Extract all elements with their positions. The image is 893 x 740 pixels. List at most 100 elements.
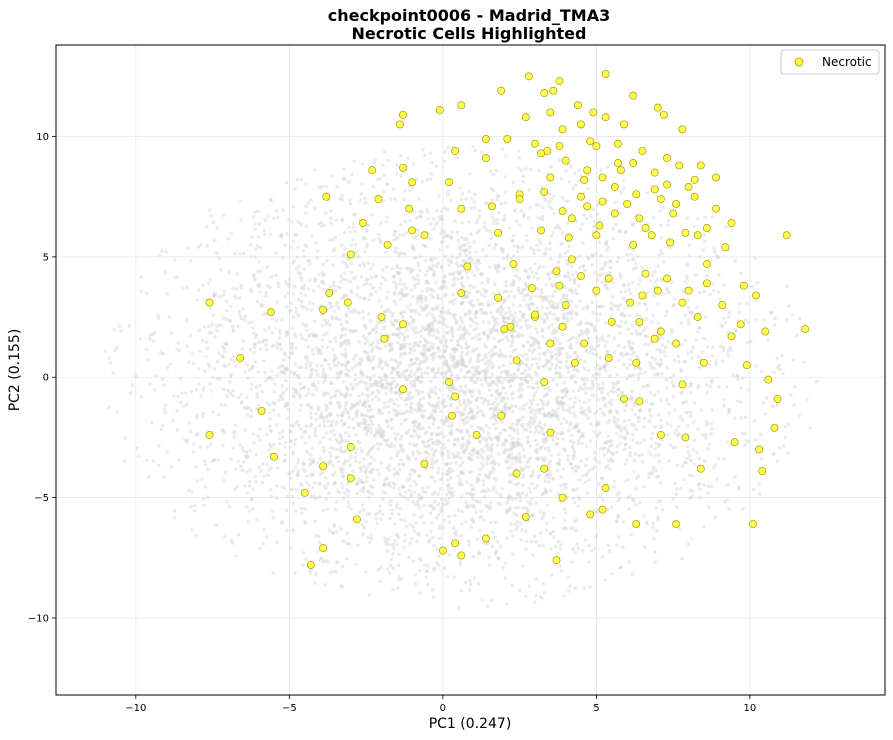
background-cell-point: [490, 361, 494, 365]
background-cell-point: [550, 476, 555, 481]
background-cell-point: [616, 513, 621, 518]
background-cell-point: [502, 214, 507, 218]
background-cell-point: [758, 432, 763, 437]
background-cell-point: [743, 432, 747, 436]
background-cell-point: [709, 432, 713, 436]
background-cell-point: [388, 503, 393, 507]
background-cell-point: [206, 467, 210, 472]
background-cell-point: [456, 339, 460, 343]
background-cell-point: [540, 328, 545, 332]
background-cell-point: [493, 408, 498, 412]
background-cell-point: [457, 360, 462, 364]
background-cell-point: [452, 361, 457, 366]
background-cell-point: [229, 357, 233, 362]
background-cell-point: [563, 486, 568, 490]
background-cell-point: [514, 441, 518, 445]
background-cell-point: [355, 481, 359, 485]
background-cell-point: [465, 270, 469, 275]
background-cell-point: [252, 273, 257, 278]
background-cell-point: [638, 408, 642, 413]
background-cell-point: [398, 354, 403, 359]
background-cell-point: [416, 261, 420, 266]
background-cell-point: [275, 540, 279, 545]
background-cell-point: [415, 357, 420, 362]
background-cell-point: [531, 398, 536, 402]
background-cell-point: [362, 401, 366, 406]
background-cell-point: [705, 390, 710, 395]
background-cell-point: [479, 426, 484, 431]
background-cell-point: [317, 423, 322, 428]
background-cell-point: [598, 494, 603, 498]
background-cell-point: [472, 285, 476, 289]
background-cell-point: [310, 234, 315, 238]
background-cell-point: [421, 396, 426, 400]
background-cell-point: [649, 444, 654, 448]
background-cell-point: [363, 201, 368, 205]
background-cell-point: [328, 437, 332, 441]
background-cell-point: [313, 384, 318, 389]
background-cell-point: [423, 563, 427, 567]
background-cell-point: [296, 469, 301, 474]
background-cell-point: [753, 438, 758, 443]
background-cell-point: [292, 442, 297, 446]
background-cell-point: [441, 279, 445, 284]
background-cell-point: [564, 511, 568, 515]
background-cell-point: [384, 374, 388, 379]
background-cell-point: [352, 403, 357, 408]
background-cell-point: [546, 473, 550, 477]
background-cell-point: [497, 380, 501, 384]
background-cell-point: [612, 336, 617, 341]
background-cell-point: [296, 376, 301, 380]
background-cell-point: [309, 422, 314, 427]
background-cell-point: [476, 365, 480, 369]
background-cell-point: [201, 411, 206, 416]
background-cell-point: [660, 372, 664, 376]
background-cell-point: [456, 342, 460, 347]
background-cell-point: [306, 387, 311, 391]
background-cell-point: [365, 512, 370, 516]
background-cell-point: [604, 285, 609, 289]
background-cell-point: [621, 353, 625, 358]
background-cell-point: [592, 325, 596, 329]
background-cell-point: [561, 312, 566, 317]
background-cell-point: [496, 392, 501, 397]
background-cell-point: [206, 324, 211, 329]
background-cell-point: [465, 415, 470, 419]
background-cell-point: [455, 427, 459, 432]
background-cell-point: [584, 473, 588, 477]
background-cell-point: [370, 343, 374, 348]
background-cell-point: [304, 557, 308, 561]
background-cell-point: [416, 367, 420, 372]
background-cell-point: [607, 467, 612, 471]
background-cell-point: [208, 278, 213, 282]
background-cell-point: [604, 465, 608, 470]
background-cell-point: [474, 398, 479, 403]
background-cell-point: [577, 254, 582, 259]
background-cell-point: [559, 252, 563, 257]
background-cell-point: [383, 344, 388, 348]
background-cell-point: [684, 277, 689, 281]
background-cell-point: [407, 364, 412, 368]
background-cell-point: [272, 401, 277, 406]
background-cell-point: [530, 363, 534, 367]
background-cell-point: [305, 307, 310, 311]
background-cell-point: [470, 453, 475, 458]
background-cell-point: [417, 407, 422, 412]
background-cell-point: [505, 374, 510, 379]
background-cell-point: [388, 516, 392, 521]
background-cell-point: [424, 490, 428, 495]
background-cell-point: [316, 405, 321, 409]
background-cell-point: [411, 420, 416, 424]
background-cell-point: [556, 349, 561, 354]
background-cell-point: [222, 289, 227, 294]
background-cell-point: [476, 405, 480, 410]
background-cell-point: [361, 480, 365, 485]
background-cell-point: [365, 429, 370, 433]
background-cell-point: [519, 468, 524, 473]
background-cell-point: [349, 330, 354, 334]
background-cell-point: [296, 270, 301, 275]
background-cell-point: [573, 424, 577, 429]
background-cell-point: [429, 293, 433, 297]
background-cell-point: [552, 306, 557, 310]
background-cell-point: [388, 484, 392, 489]
